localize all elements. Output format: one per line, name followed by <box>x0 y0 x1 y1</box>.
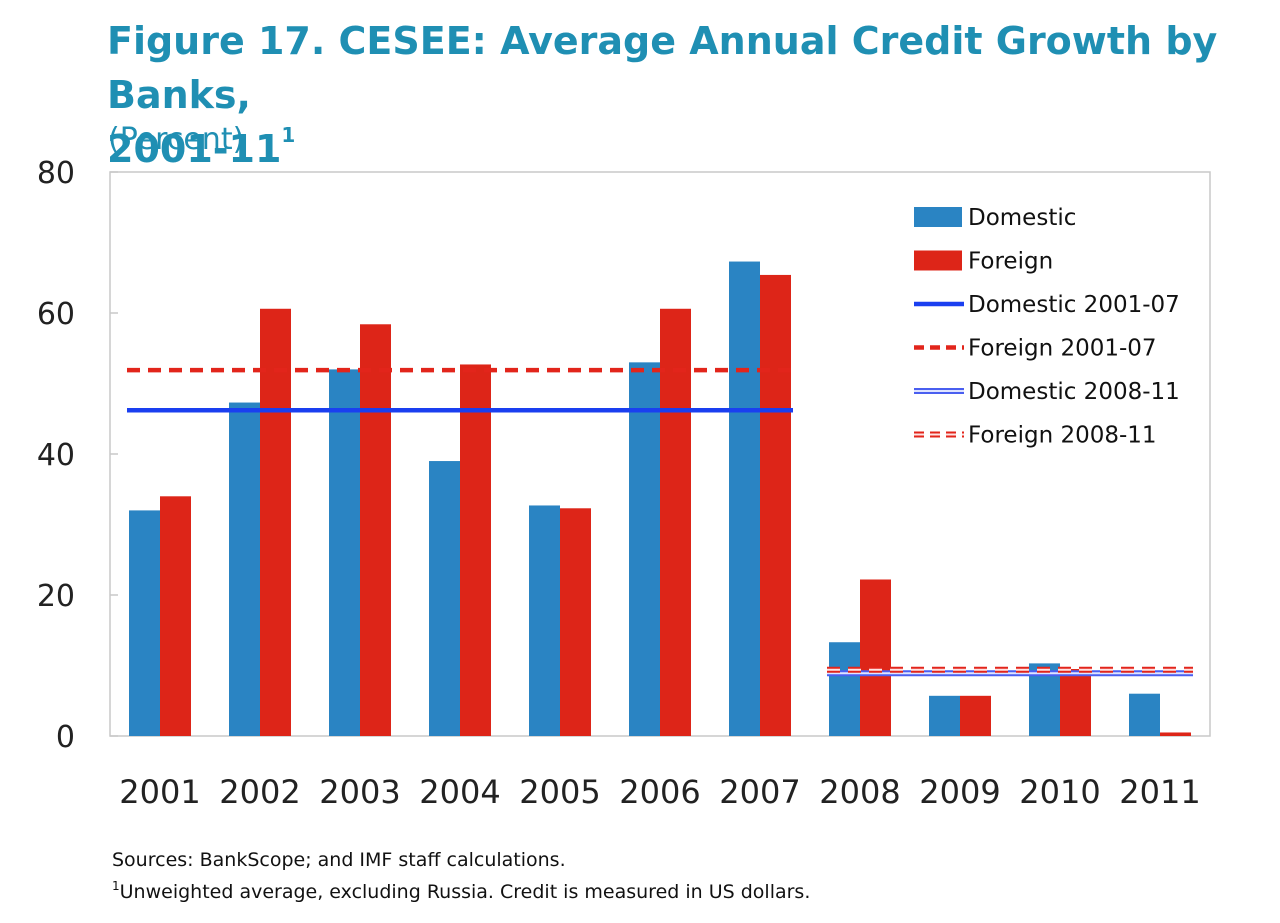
bar-domestic-2011 <box>1129 693 1160 736</box>
bar-foreign-2010 <box>1060 669 1091 736</box>
x-tick-label: 2001 <box>119 773 200 811</box>
x-tick-label: 2009 <box>919 773 1000 811</box>
bar-chart: 0 20 40 60 80 2001 2002 2003 2004 2005 2006 2007 200… <box>37 156 1211 811</box>
y-tick-label: 0 <box>56 720 75 755</box>
bar-domestic-2009 <box>929 695 960 736</box>
bar-domestic-2003 <box>329 369 360 736</box>
y-tick-label: 80 <box>37 156 75 191</box>
x-tick-label: 2011 <box>1119 773 1200 811</box>
bar-foreign-2008 <box>860 579 891 736</box>
bar-domestic-2008 <box>829 642 860 736</box>
legend-foreign-2008-11-label: Foreign 2008-11 <box>968 423 1157 449</box>
title-footnote-marker: 1 <box>281 123 296 147</box>
bar-domestic-2006 <box>629 362 660 736</box>
legend-foreign-2001-07-label: Foreign 2001-07 <box>968 336 1157 362</box>
bar-foreign-2006 <box>660 308 691 736</box>
y-tick-label: 20 <box>37 579 75 614</box>
bar-domestic-2002 <box>229 402 260 736</box>
footnote-marker: 1 <box>112 879 120 893</box>
bar-foreign-2009 <box>960 695 991 736</box>
legend-domestic-swatch <box>914 207 962 227</box>
chart-notes: Sources: BankScope; and IMF staff calcul… <box>112 844 810 908</box>
x-tick-label: 2005 <box>519 773 600 811</box>
x-tick-label: 2008 <box>819 773 900 811</box>
bar-domestic-2005 <box>529 505 560 736</box>
bar-domestic-2001 <box>129 510 160 736</box>
chart-title-line2: 2001-11 <box>107 127 282 171</box>
bar-foreign-2005 <box>560 508 591 736</box>
y-tick-label: 60 <box>37 297 75 332</box>
bar-domestic-2007 <box>729 261 760 736</box>
y-tick-label: 40 <box>37 438 75 473</box>
x-tick-label: 2010 <box>1019 773 1100 811</box>
legend-foreign-label: Foreign <box>968 249 1053 275</box>
x-tick-label: 2003 <box>319 773 400 811</box>
x-tick-label: 2004 <box>419 773 500 811</box>
sources-note: Sources: BankScope; and IMF staff calcul… <box>112 849 566 871</box>
chart-subtitle: (Percent) <box>108 122 245 157</box>
bar-foreign-2004 <box>460 364 491 736</box>
bar-domestic-2004 <box>429 461 460 736</box>
bar-foreign-2011 <box>1160 732 1191 736</box>
chart-title: Figure 17. CESEE: Average Annual Credit … <box>107 14 1267 176</box>
legend-domestic-2008-11-label: Domestic 2008-11 <box>968 379 1180 405</box>
bar-foreign-2003 <box>360 324 391 736</box>
legend-domestic-label: Domestic <box>968 205 1076 231</box>
legend-domestic-2001-07-label: Domestic 2001-07 <box>968 292 1180 318</box>
bar-foreign-2001 <box>160 496 191 736</box>
x-tick-label: 2007 <box>719 773 800 811</box>
bar-foreign-2002 <box>260 308 291 736</box>
chart-title-line1: Figure 17. CESEE: Average Annual Credit … <box>107 19 1218 117</box>
legend-foreign-swatch <box>914 250 962 271</box>
x-tick-label: 2006 <box>619 773 700 811</box>
footnote-text: Unweighted average, excluding Russia. Cr… <box>119 881 811 903</box>
x-tick-label: 2002 <box>219 773 300 811</box>
footnote: 1Unweighted average, excluding Russia. C… <box>112 876 810 908</box>
bar-foreign-2007 <box>760 274 791 736</box>
